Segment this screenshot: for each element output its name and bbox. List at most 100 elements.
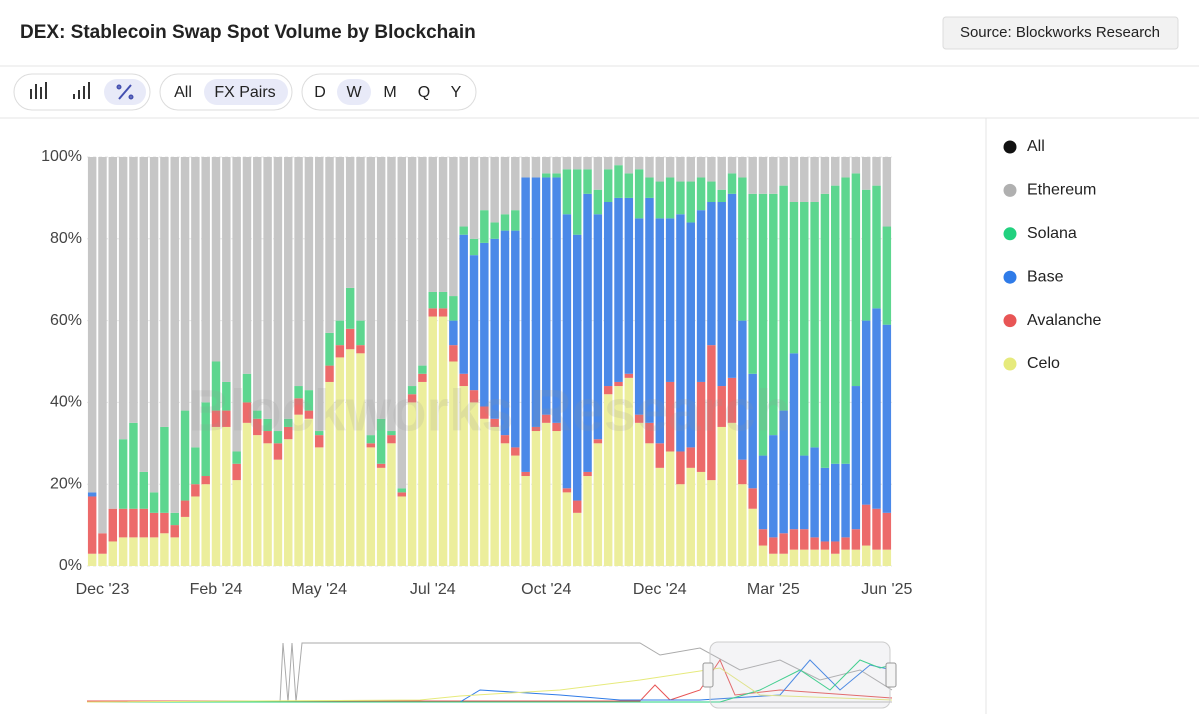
watermark: Blockworks Research — [188, 378, 791, 443]
bar-segment — [108, 541, 118, 566]
bar-segment — [418, 365, 427, 374]
bar-segment — [490, 418, 499, 427]
bar-segment — [758, 193, 768, 456]
bar-segment — [438, 157, 448, 292]
x-tick-label: Oct '24 — [521, 581, 571, 598]
bar-segment — [511, 230, 520, 448]
bar-segment — [98, 553, 107, 566]
legend-marker[interactable] — [1003, 140, 1017, 154]
bar-segment — [624, 377, 634, 566]
bar-segment — [531, 157, 541, 178]
bar-segment — [665, 218, 675, 382]
bar-segment — [387, 443, 396, 566]
bar-segment — [253, 418, 262, 436]
bar-segment — [294, 157, 303, 387]
bar-segment — [149, 537, 159, 566]
bar-segment — [624, 173, 634, 198]
bar-segment — [707, 181, 716, 202]
legend-marker[interactable] — [1003, 183, 1017, 197]
bar-segment — [696, 210, 706, 382]
bar-segment — [655, 157, 665, 182]
bar-segment — [345, 157, 355, 288]
bar-segment — [841, 177, 850, 464]
bar-segment — [583, 169, 592, 194]
bar-segment — [314, 447, 324, 566]
bar-segment — [758, 545, 768, 566]
bar-segment — [366, 157, 376, 436]
bar-segment — [758, 157, 768, 194]
x-tick-label: Jul '24 — [410, 581, 456, 598]
bar-segment — [180, 410, 190, 501]
bar-segment — [789, 549, 799, 566]
chart-title: DEX: Stablecoin Swap Spot Volume by Bloc… — [20, 22, 476, 43]
bar-segment — [376, 418, 386, 464]
bar-segment — [387, 431, 396, 436]
source-button[interactable] — [942, 16, 1179, 50]
legend-marker[interactable] — [1003, 270, 1017, 284]
bar-segment — [314, 435, 324, 448]
interval-label[interactable]: M — [383, 84, 396, 101]
legend-label[interactable]: Base — [1027, 268, 1064, 285]
bar-segment — [614, 157, 623, 166]
bar-segment — [418, 157, 427, 366]
bar-segment — [273, 443, 283, 460]
bar-segment — [438, 316, 448, 566]
legend-label[interactable]: Ethereum — [1027, 182, 1096, 199]
bar-segment — [717, 426, 726, 566]
navigator-handle[interactable] — [702, 662, 714, 688]
bar-segment — [769, 537, 778, 554]
bar-segment — [273, 459, 283, 566]
legend-label[interactable]: Solana — [1027, 225, 1077, 242]
legend-marker[interactable] — [1003, 314, 1017, 328]
legend-label[interactable]: Avalanche — [1027, 312, 1102, 329]
bar-segment — [449, 157, 458, 297]
bar-segment — [407, 394, 417, 403]
legend-label[interactable]: All — [1027, 138, 1045, 155]
bar-segment — [222, 410, 231, 427]
bar-segment — [769, 193, 778, 436]
stacked-icon[interactable] — [73, 82, 90, 99]
bar-segment — [335, 345, 345, 358]
bar-segment — [345, 328, 355, 350]
bar-segment — [645, 443, 654, 566]
bar-segment — [118, 439, 128, 509]
bar-segment — [87, 492, 97, 497]
bar-segment — [861, 157, 871, 190]
bar-segment — [861, 189, 871, 321]
interval-label[interactable]: Q — [418, 84, 430, 101]
bar-segment — [253, 410, 262, 419]
interval-button[interactable] — [337, 79, 371, 105]
bar-segment — [810, 537, 819, 550]
bar-segment — [831, 463, 840, 542]
navigator-window[interactable] — [709, 641, 891, 709]
legend-marker[interactable] — [1003, 227, 1017, 241]
x-tick-label: Dec '23 — [76, 581, 130, 598]
group-label[interactable]: FX Pairs — [214, 84, 275, 101]
bar-segment — [511, 157, 520, 211]
legend-label[interactable]: Celo — [1027, 355, 1060, 372]
interval-label[interactable]: D — [314, 84, 326, 101]
group-label[interactable]: All — [174, 84, 192, 101]
navigator-handle[interactable] — [885, 662, 897, 688]
interval-label[interactable]: W — [346, 84, 362, 101]
bar-segment — [263, 418, 272, 432]
bar-segment — [552, 157, 561, 174]
bar-segment — [490, 426, 499, 566]
bar-segment — [469, 402, 479, 566]
interval-label[interactable]: Y — [451, 84, 462, 101]
legend-marker[interactable] — [1003, 357, 1017, 371]
group-button[interactable] — [204, 79, 288, 105]
bar-segment — [542, 157, 551, 174]
bar-segment — [882, 157, 892, 227]
bar-segment — [634, 218, 644, 415]
x-tick-label: May '24 — [291, 581, 347, 598]
bar-segment — [593, 189, 603, 215]
bar-segment — [707, 345, 716, 481]
bar-segment — [820, 193, 830, 468]
bar-segment — [263, 431, 272, 444]
bar-segment — [634, 414, 644, 423]
bar-icon[interactable] — [30, 82, 47, 99]
bar-segment — [851, 386, 861, 530]
bar-segment — [789, 157, 799, 202]
